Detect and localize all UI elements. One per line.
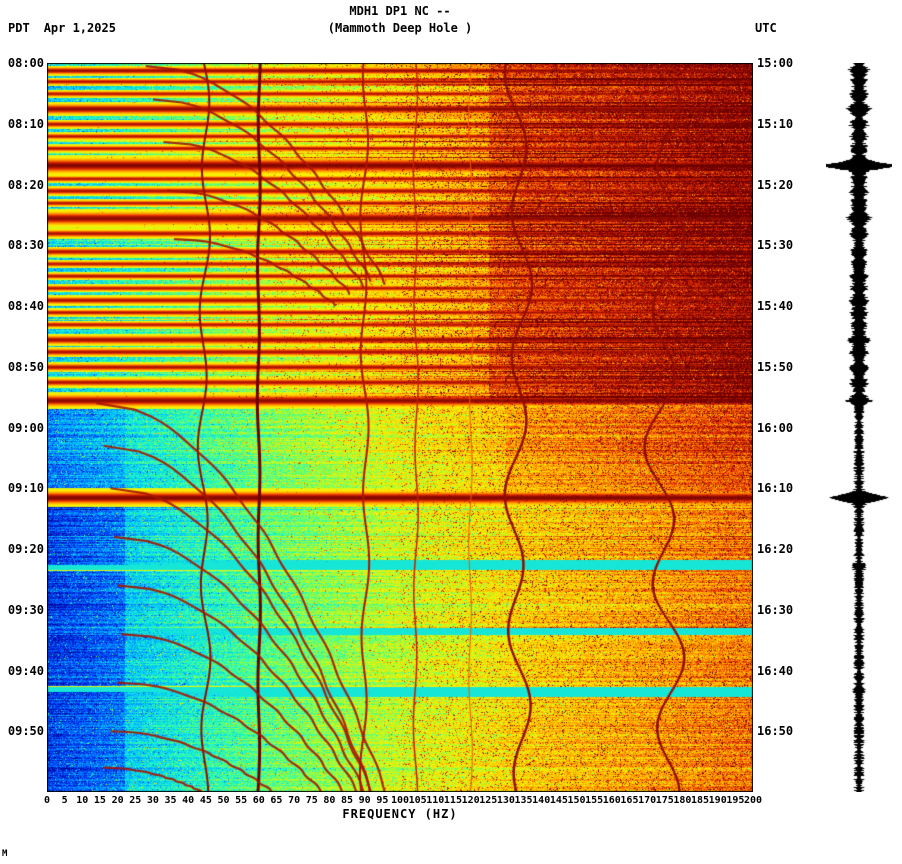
freq-tick-label: 40 [182, 795, 195, 806]
right-time-label: 15:20 [757, 177, 794, 192]
right-timezone-label: UTC [755, 21, 777, 35]
right-time-label: 15:10 [757, 116, 794, 131]
freq-axis-label: FREQUENCY (HZ) [342, 807, 458, 821]
freq-tick-label: 105 [408, 795, 427, 806]
freq-tick-label: 180 [673, 795, 692, 806]
left-time-label: 09:20 [7, 542, 44, 556]
seismogram-trace [826, 63, 892, 792]
right-time-label: 16:30 [757, 602, 794, 617]
freq-tick-label: 80 [323, 795, 336, 806]
freq-tick-label: 30 [146, 795, 159, 806]
freq-tick-label: 165 [620, 795, 639, 806]
freq-tick-label: 120 [461, 795, 480, 806]
freq-tick-label: 0 [43, 795, 51, 806]
right-time-label: 16:20 [757, 542, 794, 556]
right-time-label: 16:40 [757, 663, 794, 678]
freq-tick-label: 150 [567, 795, 586, 806]
freq-tick-label: 75 [305, 795, 318, 806]
freq-tick-label: 135 [514, 795, 533, 806]
freq-tick-label: 155 [585, 795, 604, 806]
spectrogram-plot [47, 63, 753, 792]
freq-tick-label: 35 [164, 795, 177, 806]
freq-tick-label: 55 [235, 795, 248, 806]
left-time-label: 08:30 [7, 238, 44, 253]
freq-tick-label: 125 [479, 795, 498, 806]
freq-tick-label: 65 [270, 795, 283, 806]
freq-tick-label: 145 [549, 795, 568, 806]
left-time-label: 09:40 [7, 663, 44, 678]
freq-tick-label: 110 [426, 795, 445, 806]
right-time-label: 16:50 [757, 724, 794, 739]
freq-tick-label: 200 [743, 795, 763, 806]
right-time-label: 15:50 [757, 359, 794, 374]
freq-tick-label: 130 [496, 795, 515, 806]
freq-tick-label: 10 [76, 795, 89, 806]
left-time-label: 08:20 [7, 177, 44, 192]
freq-tick-label: 15 [93, 795, 106, 806]
freq-tick-label: 190 [708, 795, 727, 806]
freq-tick-label: 185 [691, 795, 710, 806]
right-time-label: 15:00 [757, 56, 794, 70]
left-time-label: 08:50 [7, 359, 44, 374]
left-timezone-label: PDT [8, 21, 30, 35]
right-time-label: 15:30 [757, 238, 794, 253]
freq-tick-label: 5 [61, 795, 68, 806]
freq-tick-label: 25 [129, 795, 142, 806]
freq-tick-label: 60 [252, 795, 265, 806]
freq-tick-label: 20 [111, 795, 124, 806]
freq-tick-label: 45 [199, 795, 212, 806]
left-time-label: 09:50 [7, 724, 44, 739]
left-time-label: 09:30 [7, 602, 44, 617]
left-timezone-date: PDT Apr 1,2025 [8, 21, 116, 35]
station-title: MDH1 DP1 NC -- [349, 4, 451, 18]
freq-tick-label: 175 [655, 795, 674, 806]
freq-tick-label: 50 [217, 795, 230, 806]
location-subtitle: (Mammoth Deep Hole ) [327, 21, 473, 35]
freq-tick-label: 160 [602, 795, 621, 806]
freq-tick-label: 90 [358, 795, 371, 806]
freq-tick-label: 70 [288, 795, 301, 806]
right-time-label: 16:10 [757, 481, 794, 496]
freq-tick-label: 195 [726, 795, 745, 806]
freq-tick-label: 95 [376, 795, 389, 806]
date-label: Apr 1,2025 [43, 21, 116, 35]
freq-tick-label: 140 [532, 795, 551, 806]
left-time-label: 08:00 [7, 56, 44, 70]
left-time-label: 08:40 [7, 299, 44, 313]
right-time-label: 15:40 [757, 299, 794, 313]
watermark: M [2, 849, 8, 859]
left-time-label: 09:00 [7, 420, 44, 435]
freq-tick-label: 85 [341, 795, 354, 806]
left-time-label: 09:10 [7, 481, 44, 496]
freq-tick-label: 170 [638, 795, 657, 806]
freq-tick-label: 100 [390, 795, 410, 806]
right-time-label: 16:00 [757, 420, 794, 435]
freq-tick-label: 115 [443, 795, 462, 806]
left-time-label: 08:10 [7, 116, 44, 131]
